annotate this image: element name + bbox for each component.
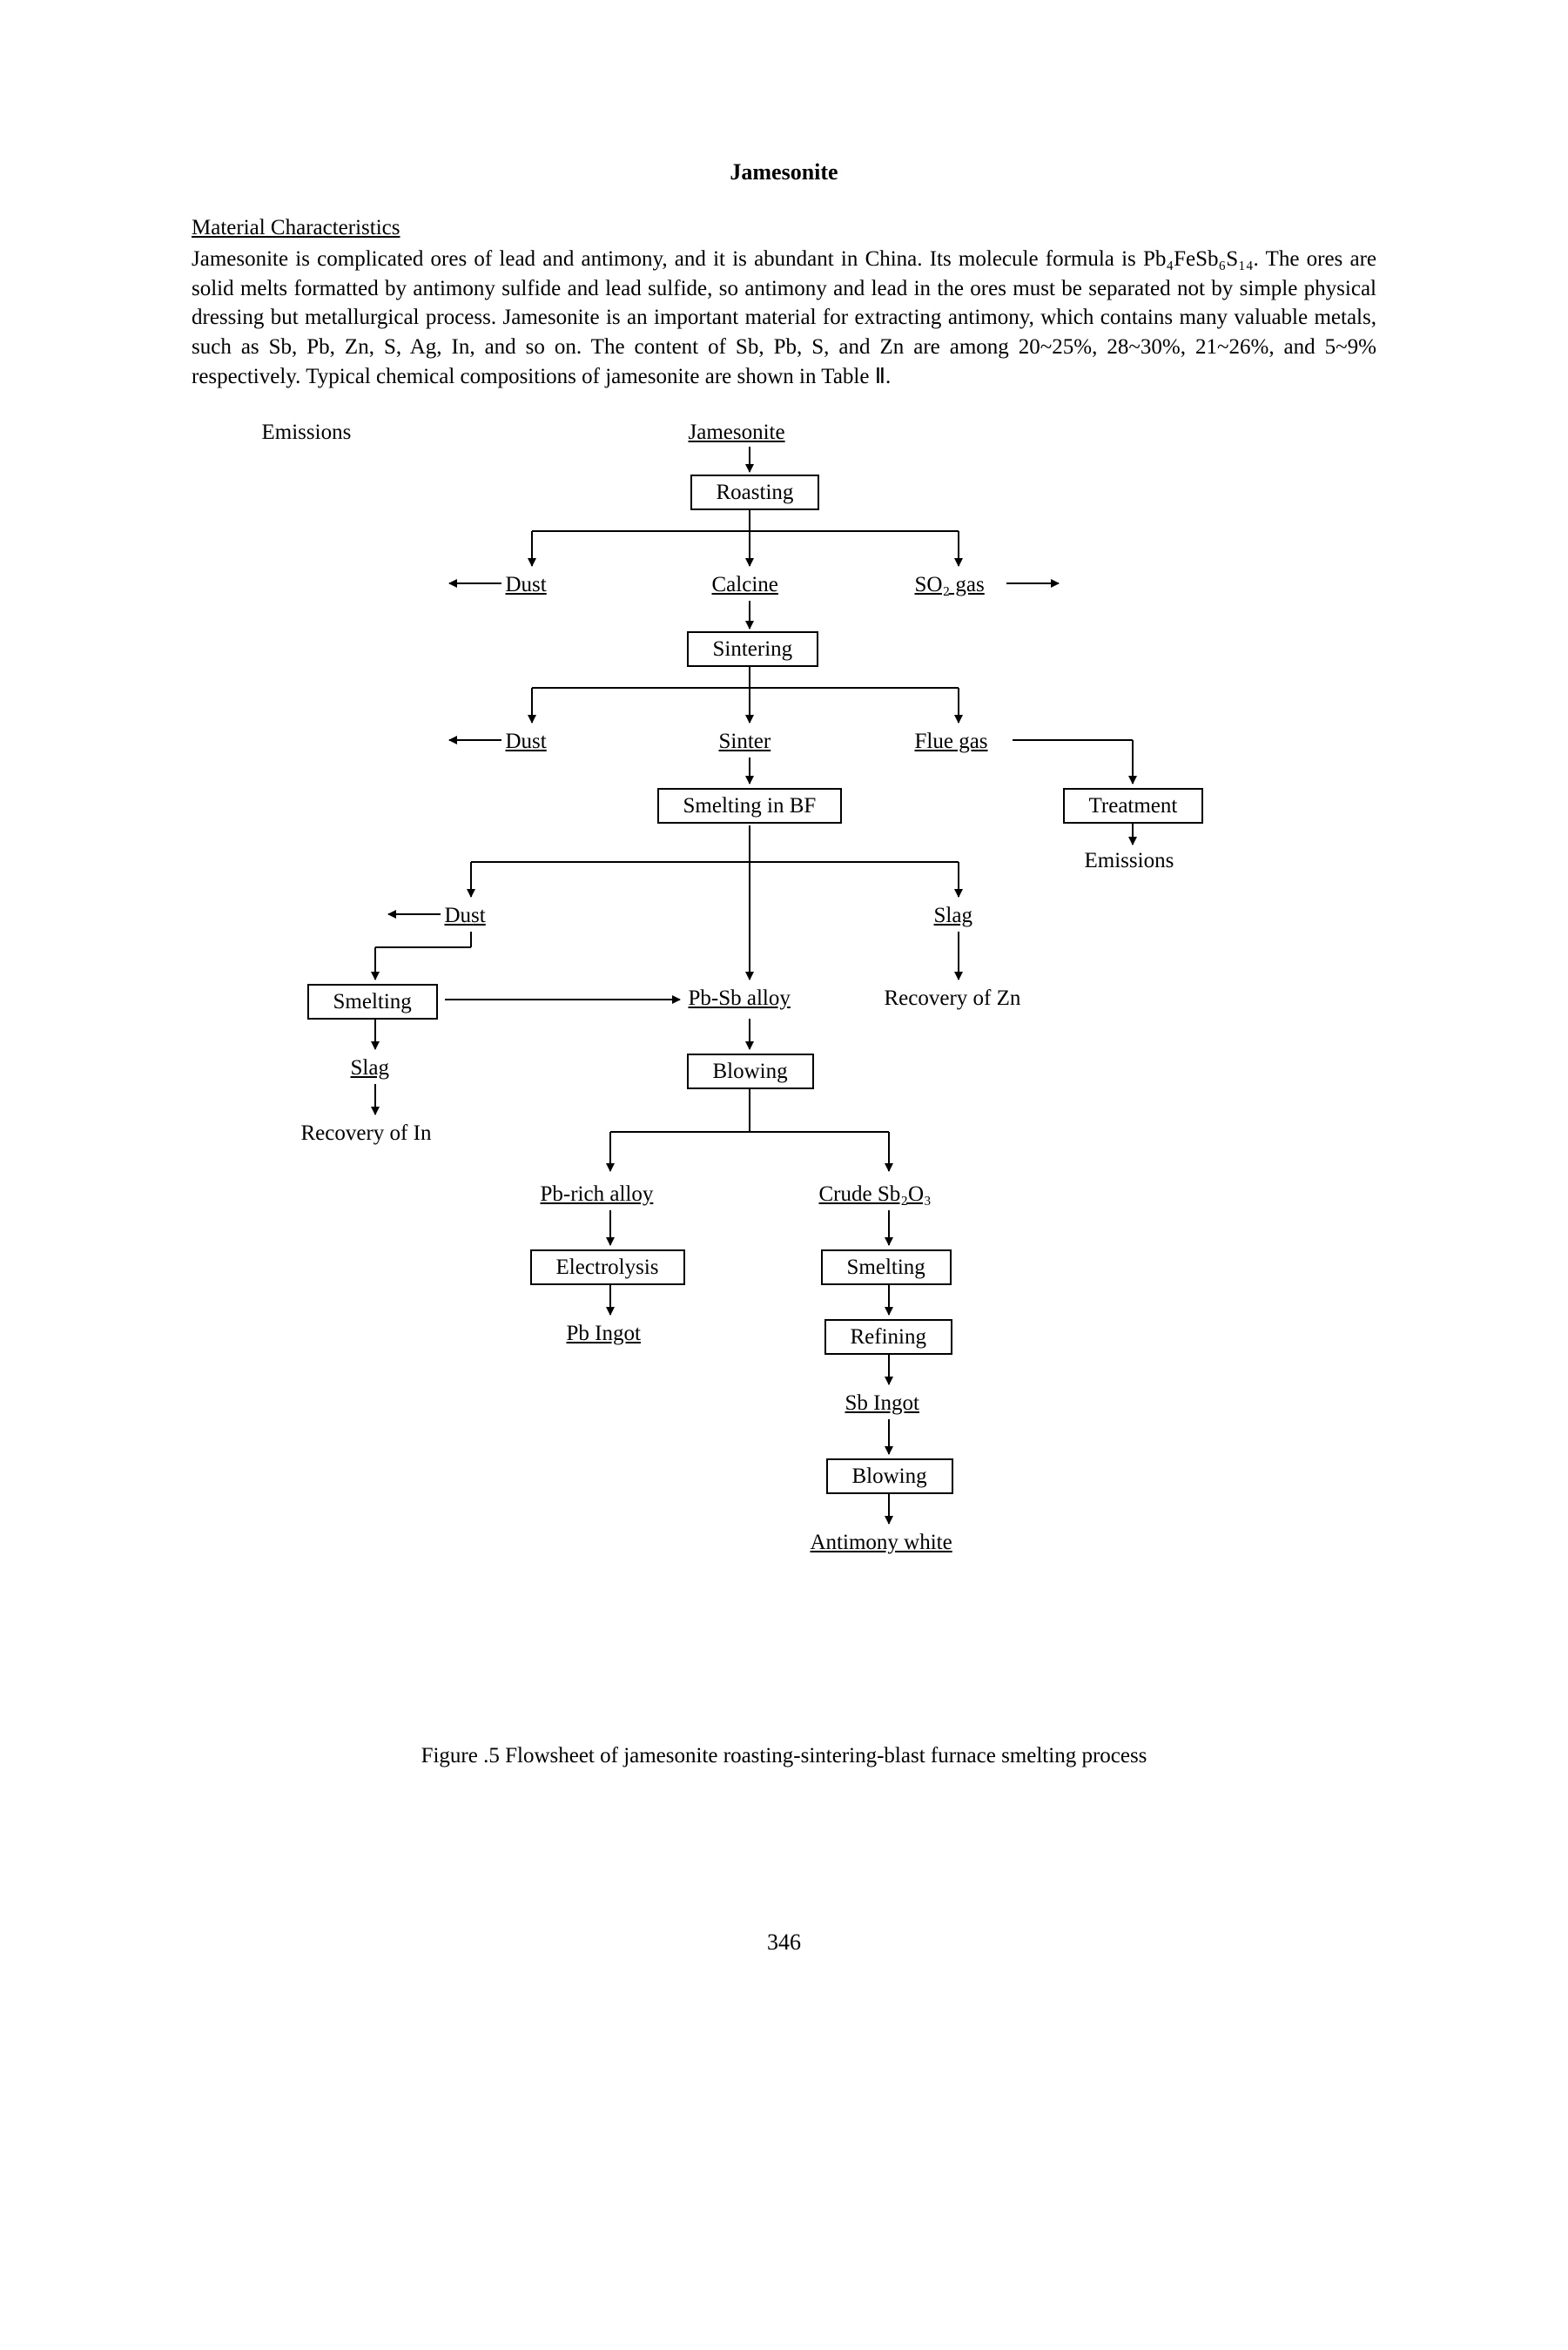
node-slag-2: Slag [351, 1054, 389, 1083]
flowchart: Jamesonite Roasting Dust Calcine SO₂ gas… [262, 418, 1307, 1724]
node-roasting: Roasting [690, 475, 820, 511]
node-dust-2: Dust [506, 727, 547, 757]
node-dust-1: Dust [506, 570, 547, 600]
node-sinter: Sinter [719, 727, 771, 757]
node-emissions: Emissions [262, 418, 352, 448]
node-recovery-zn: Recovery of Zn [885, 984, 1021, 1013]
node-smelting-right: Smelting [821, 1249, 952, 1286]
page-number: 346 [192, 1927, 1376, 1957]
node-jamesonite: Jamesonite [689, 418, 785, 448]
node-so2-gas: SO₂ gas [915, 570, 985, 600]
node-blowing-1: Blowing [687, 1054, 814, 1090]
node-calcine: Calcine [712, 570, 778, 600]
node-electrolysis: Electrolysis [530, 1249, 685, 1286]
node-recovery-in: Recovery of In [301, 1119, 432, 1148]
node-pb-ingot: Pb Ingot [567, 1319, 641, 1349]
node-smelting-bf: Smelting in BF [657, 788, 843, 825]
node-slag-1: Slag [934, 901, 972, 931]
section-heading: Material Characteristics [192, 213, 1376, 243]
node-smelting-left: Smelting [307, 984, 438, 1020]
figure-caption: Figure .5 Flowsheet of jamesonite roasti… [192, 1741, 1376, 1771]
material-characteristics-paragraph: Jamesonite is complicated ores of lead a… [192, 245, 1376, 392]
node-antimony-white: Antimony white [811, 1528, 952, 1558]
node-crude-sb2o3: Crude Sb₂O₃ [819, 1180, 932, 1209]
node-emissions-label: Emissions [1085, 846, 1174, 876]
node-flue-gas: Flue gas [915, 727, 988, 757]
node-dust-3: Dust [445, 901, 486, 931]
node-treatment: Treatment [1063, 788, 1204, 825]
node-refining: Refining [824, 1319, 953, 1356]
node-pb-sb-alloy: Pb-Sb alloy [689, 984, 791, 1013]
node-pb-rich: Pb-rich alloy [541, 1180, 654, 1209]
node-blowing-2: Blowing [826, 1458, 953, 1495]
node-sb-ingot: Sb Ingot [845, 1389, 919, 1418]
page-title: Jamesonite [192, 157, 1376, 187]
node-sintering: Sintering [687, 631, 819, 668]
